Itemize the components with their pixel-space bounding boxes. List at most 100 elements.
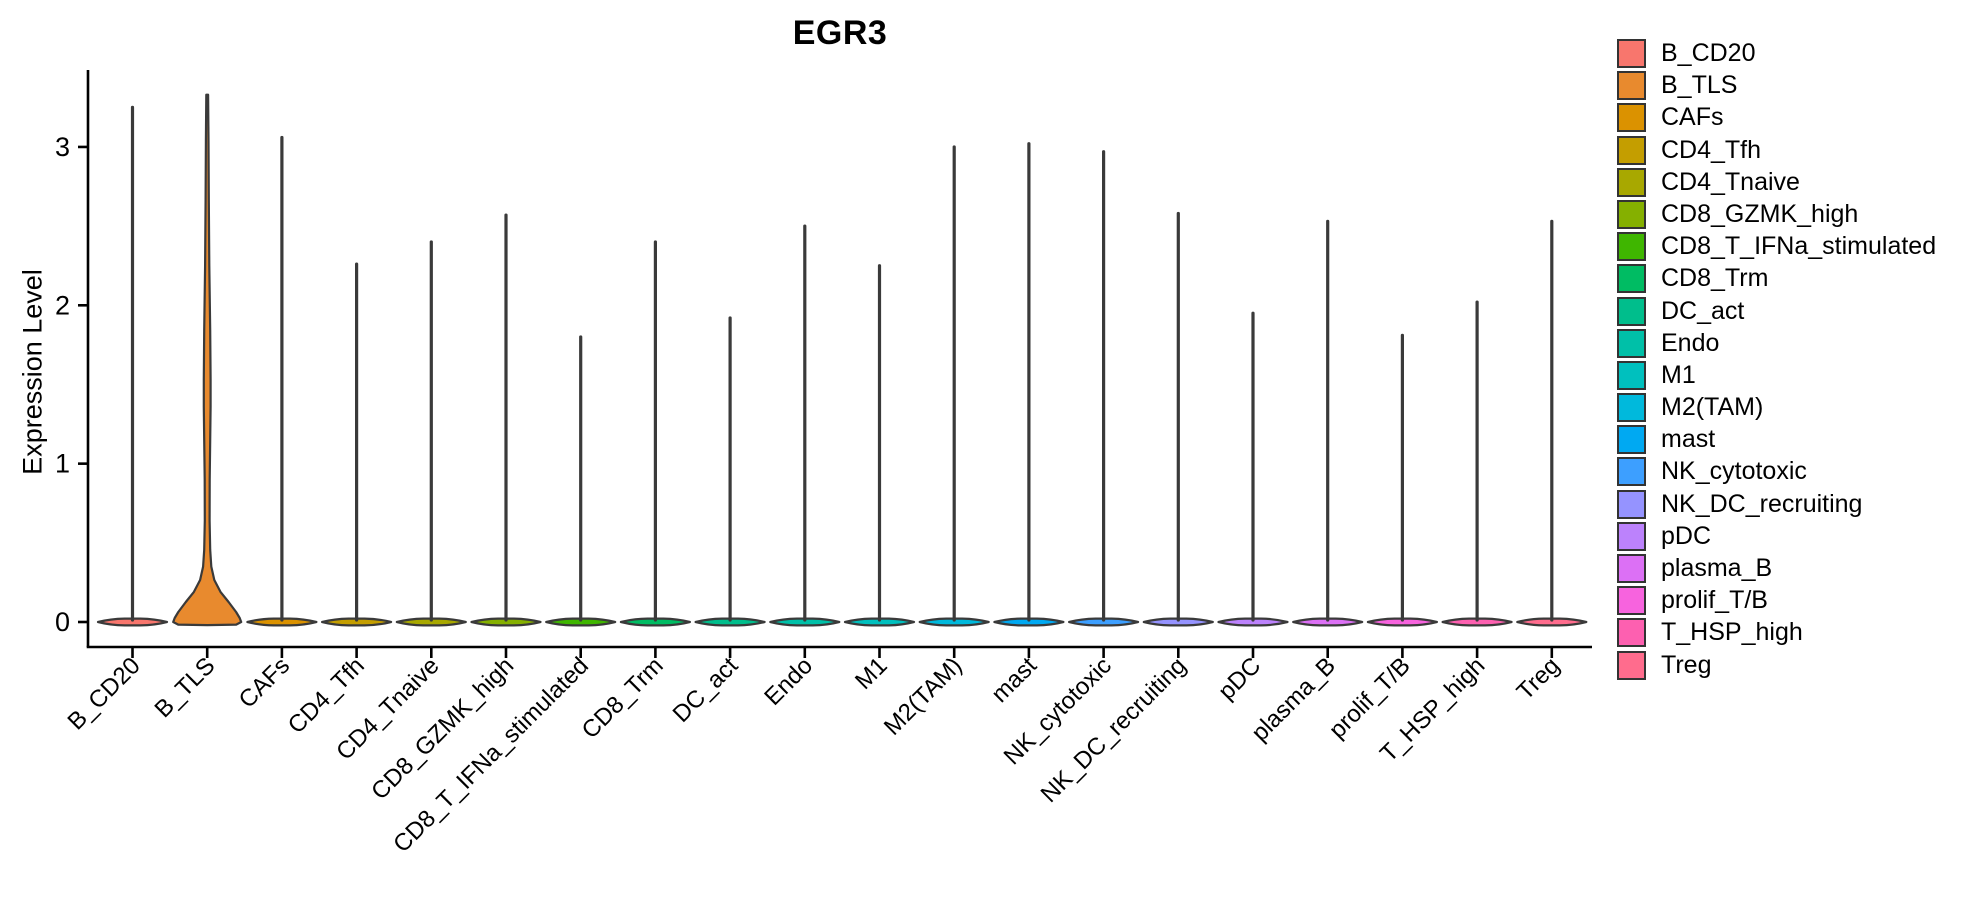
legend-label: Treg	[1661, 650, 1712, 679]
legend-label: Endo	[1661, 328, 1720, 357]
legend-item-T_HSP_high: T_HSP_high	[1617, 618, 1936, 648]
legend-label: NK_cytotoxic	[1661, 457, 1807, 486]
violin-base-CD4_Tnaive	[395, 617, 467, 627]
legend-swatch-CD4_Tfh	[1617, 135, 1646, 165]
legend-label: M1	[1661, 360, 1696, 389]
x-tick-label-DC_act: DC_act	[668, 652, 744, 728]
legend-item-NK_cytotoxic: NK_cytotoxic	[1617, 457, 1936, 487]
legend-swatch-M2(TAM)	[1617, 393, 1646, 423]
violin-base-DC_act	[694, 617, 766, 627]
legend-swatch-prolif_T/B	[1617, 586, 1646, 616]
x-tick-label-mast: mast	[986, 652, 1042, 708]
violin-base-pDC	[1217, 617, 1289, 627]
legend-item-pDC: pDC	[1617, 521, 1936, 551]
x-tick-label-NK_DC_recruiting: NK_DC_recruiting	[1036, 652, 1192, 808]
violin-base-mast	[993, 617, 1065, 627]
legend-label: plasma_B	[1661, 554, 1773, 582]
violin-base-prolif_T/B	[1366, 617, 1438, 627]
x-tick-label-Treg: Treg	[1512, 652, 1565, 705]
chart-title: EGR3	[792, 14, 888, 52]
legend-swatch-B_CD20	[1617, 39, 1646, 68]
legend-swatch-pDC	[1617, 521, 1646, 551]
legend-item-CD8_GZMK_high: CD8_GZMK_high	[1617, 199, 1936, 229]
legend-label: CD8_T_IFNa_stimulated	[1661, 232, 1937, 261]
x-tick-label-B_CD20: B_CD20	[63, 652, 146, 735]
legend-swatch-CD8_Trm	[1617, 264, 1646, 294]
legend-label: B_TLS	[1661, 71, 1738, 100]
legend-swatch-NK_cytotoxic	[1617, 457, 1646, 487]
legend-item-NK_DC_recruiting: NK_DC_recruiting	[1617, 489, 1936, 519]
y-axis-label-text: Expression Level	[17, 269, 48, 475]
legend-label: mast	[1661, 425, 1716, 454]
x-tick-label-M1: M1	[850, 652, 893, 695]
x-tick-label-CD8_GZMK_high: CD8_GZMK_high	[366, 652, 519, 805]
legend-label: M2(TAM)	[1661, 393, 1764, 422]
violin-B_TLS	[172, 93, 243, 627]
x-tick-label-CD8_Trm: CD8_Trm	[577, 652, 669, 744]
legend-item-CD4_Tnaive: CD4_Tnaive	[1617, 167, 1936, 197]
legend-label: pDC	[1661, 521, 1712, 550]
y-tick-label: 2	[55, 290, 70, 320]
violin-base-Treg	[1516, 617, 1588, 627]
legend-item-DC_act: DC_act	[1617, 296, 1936, 326]
x-tick-label-CAFs: CAFs	[234, 652, 296, 714]
legend-swatch-DC_act	[1617, 296, 1646, 326]
legend-swatch-T_HSP_high	[1617, 618, 1646, 648]
legend-swatch-Treg	[1617, 650, 1646, 680]
legend-label: CD4_Tnaive	[1661, 167, 1800, 196]
x-tick-label-pDC: pDC	[1213, 652, 1266, 705]
violin-base-T_HSP_high	[1441, 617, 1513, 627]
legend-label: CD4_Tfh	[1661, 135, 1762, 164]
legend-swatch-CD8_T_IFNa_stimulated	[1617, 232, 1646, 262]
violin-base-plasma_B	[1292, 617, 1364, 627]
legend-swatch-Endo	[1617, 328, 1646, 358]
legend-item-B_CD20: B_CD20	[1617, 39, 1936, 68]
violin-base-NK_DC_recruiting	[1142, 617, 1214, 627]
legend-item-CD8_T_IFNa_stimulated: CD8_T_IFNa_stimulated	[1617, 232, 1937, 262]
legend-swatch-CAFs	[1617, 103, 1646, 133]
legend-item-M2(TAM): M2(TAM)	[1617, 393, 1936, 423]
legend-item-CD4_Tfh: CD4_Tfh	[1617, 135, 1936, 165]
x-tick-label-M2(TAM): M2(TAM)	[879, 652, 968, 741]
legend-label: T_HSP_high	[1661, 618, 1803, 647]
legend-swatch-M1	[1617, 360, 1646, 390]
violin-base-NK_cytotoxic	[1068, 617, 1140, 627]
legend: B_CD20 B_TLS CAFs CD4_Tfh CD4_Tnaive CD8_GZMK…	[1617, 39, 1936, 683]
legend-label: B_CD20	[1661, 39, 1756, 67]
y-tick-label: 0	[55, 607, 70, 637]
violin-base-Endo	[769, 617, 841, 627]
legend-swatch-mast	[1617, 425, 1646, 455]
x-tick-label-B_TLS: B_TLS	[149, 652, 220, 723]
legend-item-mast: mast	[1617, 425, 1936, 455]
violin-base-M2(TAM)	[918, 617, 990, 627]
legend-item-CD8_Trm: CD8_Trm	[1617, 264, 1936, 294]
legend-label: CAFs	[1661, 103, 1724, 132]
legend-swatch-CD8_GZMK_high	[1617, 199, 1646, 229]
legend-swatch-NK_DC_recruiting	[1617, 489, 1646, 519]
legend-swatch-CD4_Tnaive	[1617, 167, 1646, 197]
legend-item-prolif_T/B: prolif_T/B	[1617, 586, 1936, 616]
legend-item-M1: M1	[1617, 360, 1936, 390]
legend-label: NK_DC_recruiting	[1661, 489, 1863, 518]
violin-base-CD8_GZMK_high	[470, 617, 542, 627]
violin-base-CD4_Tfh	[321, 617, 393, 627]
violin-base-B_CD20	[96, 617, 169, 627]
legend-label: prolif_T/B	[1661, 586, 1768, 615]
y-tick-label: 3	[55, 132, 70, 162]
y-tick-label: 1	[55, 449, 70, 479]
violin-base-M1	[843, 617, 916, 627]
legend-item-Endo: Endo	[1617, 328, 1936, 358]
legend-item-CAFs: CAFs	[1617, 103, 1936, 133]
legend-swatch-B_TLS	[1617, 71, 1646, 101]
legend-swatch-plasma_B	[1617, 554, 1646, 583]
violin-base-CD8_Trm	[619, 617, 691, 627]
violin-base-CAFs	[246, 617, 318, 627]
legend-item-Treg: Treg	[1617, 650, 1936, 680]
x-tick-label-Endo: Endo	[759, 652, 818, 711]
violin-base-CD8_T_IFNa_stimulated	[545, 617, 617, 627]
legend-item-B_TLS: B_TLS	[1617, 71, 1936, 101]
legend-item-plasma_B: plasma_B	[1617, 554, 1936, 583]
legend-label: CD8_GZMK_high	[1661, 199, 1859, 228]
